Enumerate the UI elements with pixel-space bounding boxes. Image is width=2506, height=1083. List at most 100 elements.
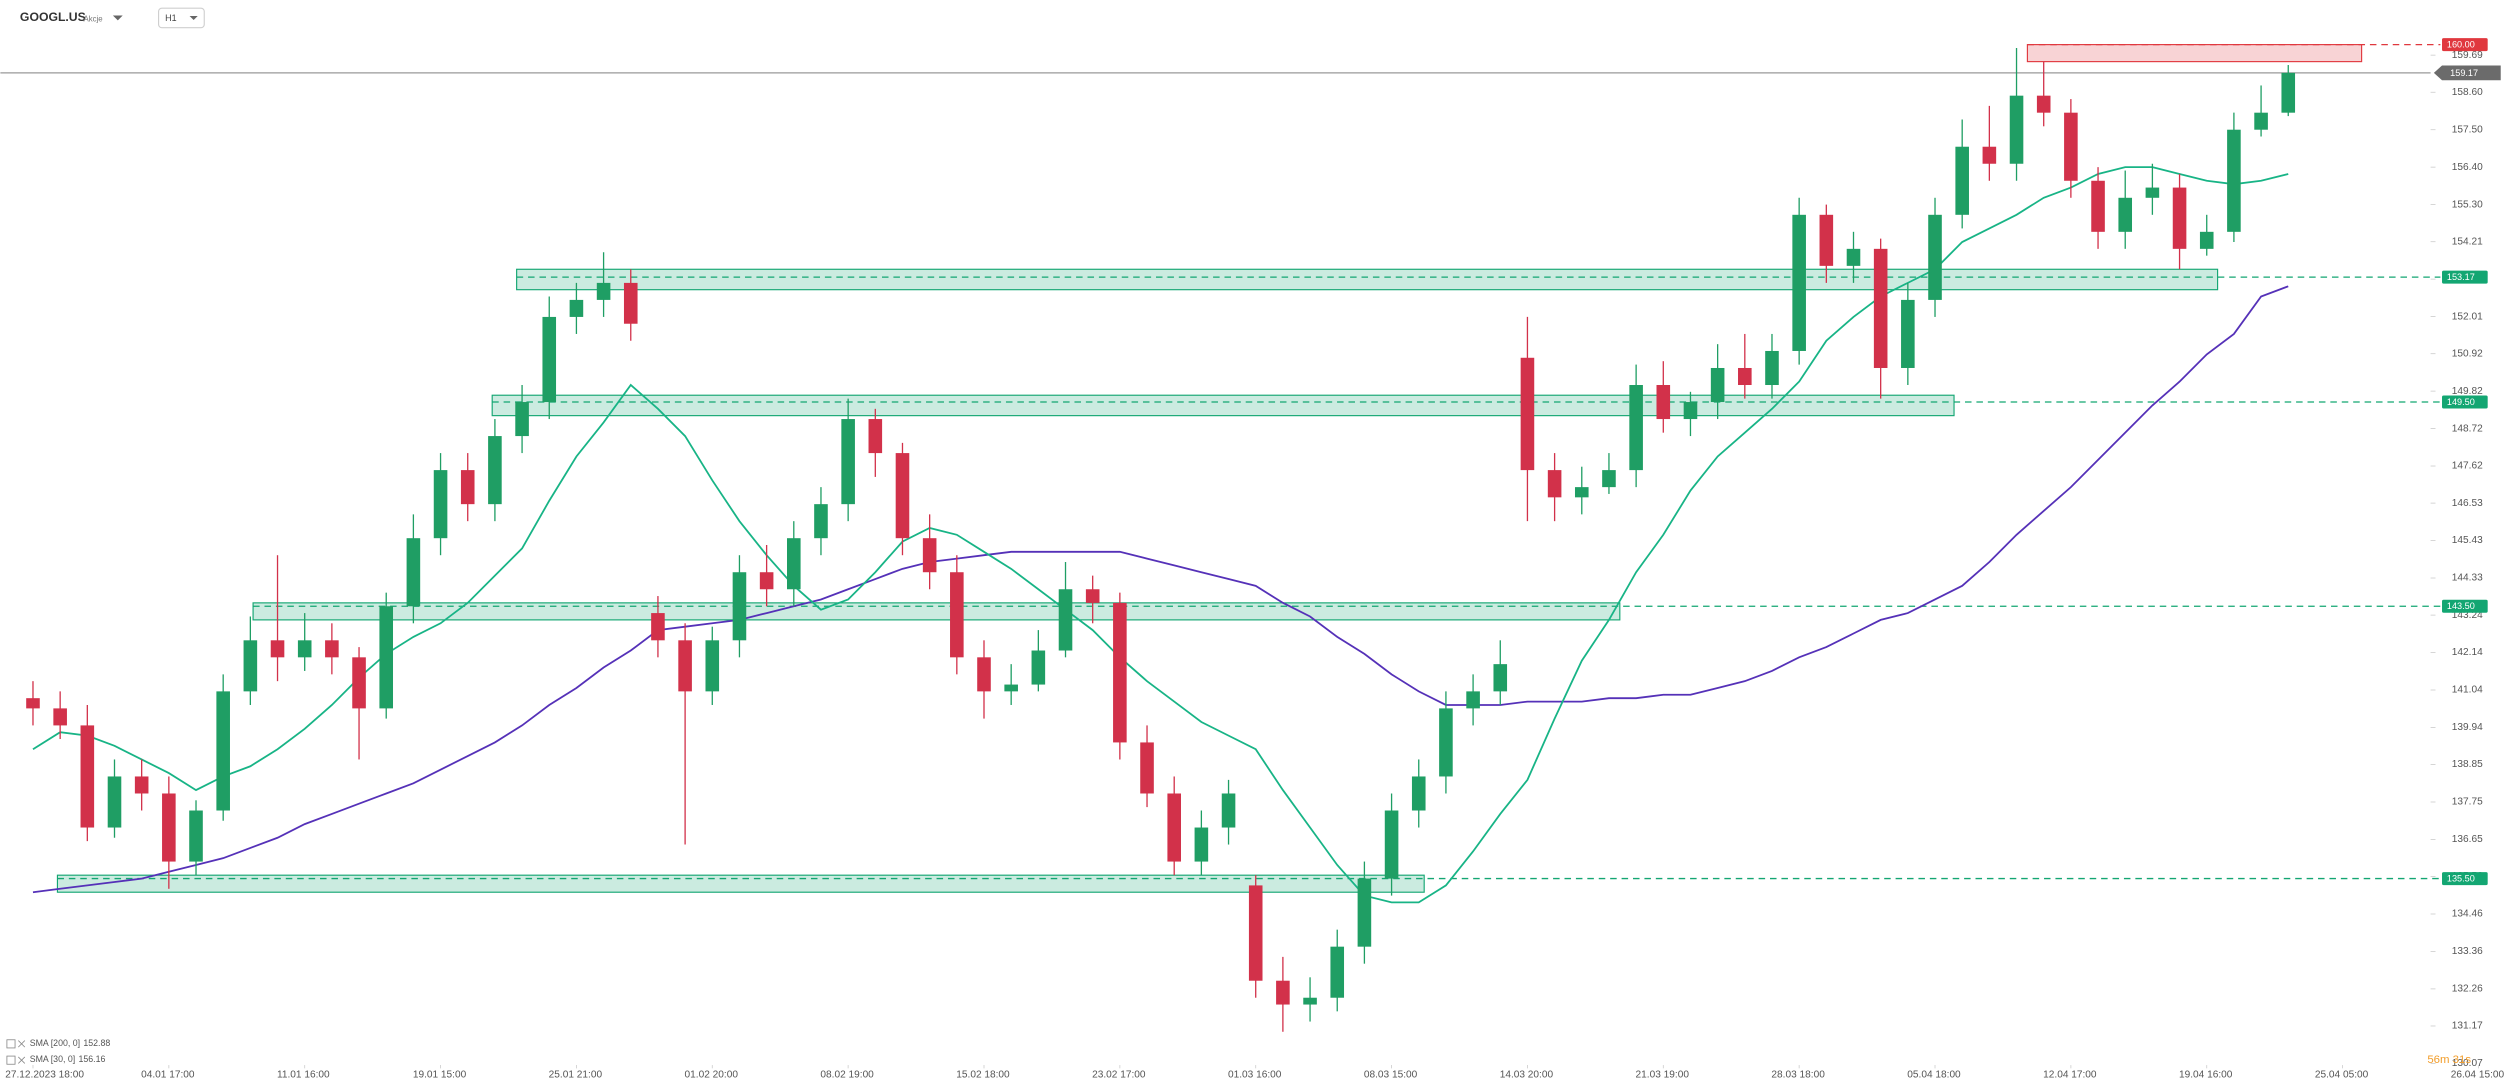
level-tag [2442,599,2488,613]
x-tick-label: 21.03 19:00 [1636,1070,1690,1081]
y-tick-label: 146.53 [2452,498,2483,509]
candle-body [1765,350,1779,386]
candle-body [2199,231,2214,249]
candle-body [2281,72,2296,113]
candle-body [1955,146,1969,215]
candle-body [1221,793,1236,828]
candle-body [270,640,285,658]
y-tick-label: 157.50 [2452,124,2483,135]
candle-body [2064,112,2078,181]
timeframe: H1 [165,13,176,23]
candle-body [1194,827,1209,862]
legend-icon [6,1055,16,1065]
y-tick-label: 138.85 [2452,759,2483,770]
x-tick-label: 15.02 18:00 [956,1070,1010,1081]
x-tick-label: 26.04 15:00 [2451,1070,2505,1081]
candle-body [379,606,394,709]
candle-body [460,470,475,505]
y-tick-label: 159.69 [2452,50,2483,61]
instrument-type: Akcje [84,15,103,24]
zone [56,874,1425,893]
y-tick-label: 131.17 [2452,1021,2483,1032]
x-tick-label: 05.04 18:00 [1907,1070,1961,1081]
level-tag-label: 160.00 [2447,40,2475,50]
x-tick-label: 25.01 21:00 [549,1070,603,1081]
symbol-dropdown[interactable] [112,15,123,21]
candle-body [2227,129,2241,232]
y-tick-label: 149.82 [2452,386,2483,397]
y-tick-label: 132.26 [2452,984,2483,995]
candle-body [1384,810,1399,879]
y-tick-label: 137.75 [2452,797,2483,808]
x-tick-label: 01.03 16:00 [1228,1070,1282,1081]
symbol[interactable]: GOOGL.US [20,10,86,24]
candle-body [814,504,828,539]
x-tick-label: 28.03 18:00 [1771,1070,1825,1081]
candle-body [53,708,67,726]
x-tick-label: 01.02 20:00 [685,1070,739,1081]
level-tag-label: 149.50 [2447,397,2475,407]
candle-body [1004,684,1018,692]
legend-value: 156.16 [78,1054,105,1064]
y-tick-label: 144.33 [2452,573,2483,584]
candle-body [1493,664,1508,692]
legend-close-icon [18,1056,26,1064]
legend-entry: SMA [30, 0] 156.16 [30,1054,106,1064]
candle-body [352,657,366,709]
candle-body [2118,197,2133,232]
candle-body [1547,470,1562,498]
x-tick-label: 23.02 17:00 [1092,1070,1146,1081]
candle-body [1411,776,1426,811]
candle-body [1085,589,1100,603]
candle-body [162,793,176,862]
candle-body [678,640,692,692]
candle-body [189,810,203,862]
y-tick-label: 133.36 [2452,946,2483,957]
y-tick-label: 156.40 [2452,162,2483,173]
x-tick-label: 04.01 17:00 [141,1070,195,1081]
y-tick-label: 152.01 [2452,311,2483,322]
level-tag-label: 135.50 [2447,873,2475,883]
candle-body [1248,885,1263,981]
x-tick-label: 19.01 15:00 [413,1070,467,1081]
indicator-legend: SMA [200, 0] 152.88 SMA [30, 0] 156.16 [6,1038,110,1065]
candle-body [2009,95,2024,164]
candle-body [623,282,638,324]
y-tick-label: 148.72 [2452,423,2483,434]
x-tick-label: 27.12.2023 18:00 [5,1070,84,1081]
timeframe-dropdown[interactable] [189,15,198,21]
candle-body [1330,946,1345,998]
candle-body [651,613,665,641]
x-tick-label: 11.01 16:00 [277,1070,330,1081]
candle-body [2172,187,2187,249]
candle-body [1357,878,1372,947]
candle-body [705,640,720,692]
x-tick-label: 08.03 15:00 [1364,1070,1418,1081]
plot-area [0,43,2441,1032]
y-tick-label: 150.92 [2452,348,2483,359]
candle-body [1276,980,1290,1005]
candle-body [922,538,937,573]
sma-line [32,166,2289,904]
candle-body [787,538,801,590]
zone [516,268,2219,291]
candle-body [488,436,502,505]
candle-body [406,538,421,607]
timeframe-selector[interactable] [158,7,205,29]
level-tag [2442,270,2488,284]
candle-body [1873,248,1888,368]
x-tick-label: 12.04 17:00 [2043,1070,2097,1081]
legend-value: 152.88 [83,1038,110,1048]
candle-body [868,419,883,454]
legend-name: SMA [200, 0] [30,1038,80,1048]
y-tick-label: 145.43 [2452,535,2483,546]
candle-body [1710,367,1725,403]
candle-body [841,419,855,505]
candle-body [297,640,312,658]
y-tick-label: 143.24 [2452,610,2483,621]
y-tick-label: 130.07 [2452,1058,2483,1069]
candle-body [433,470,448,539]
